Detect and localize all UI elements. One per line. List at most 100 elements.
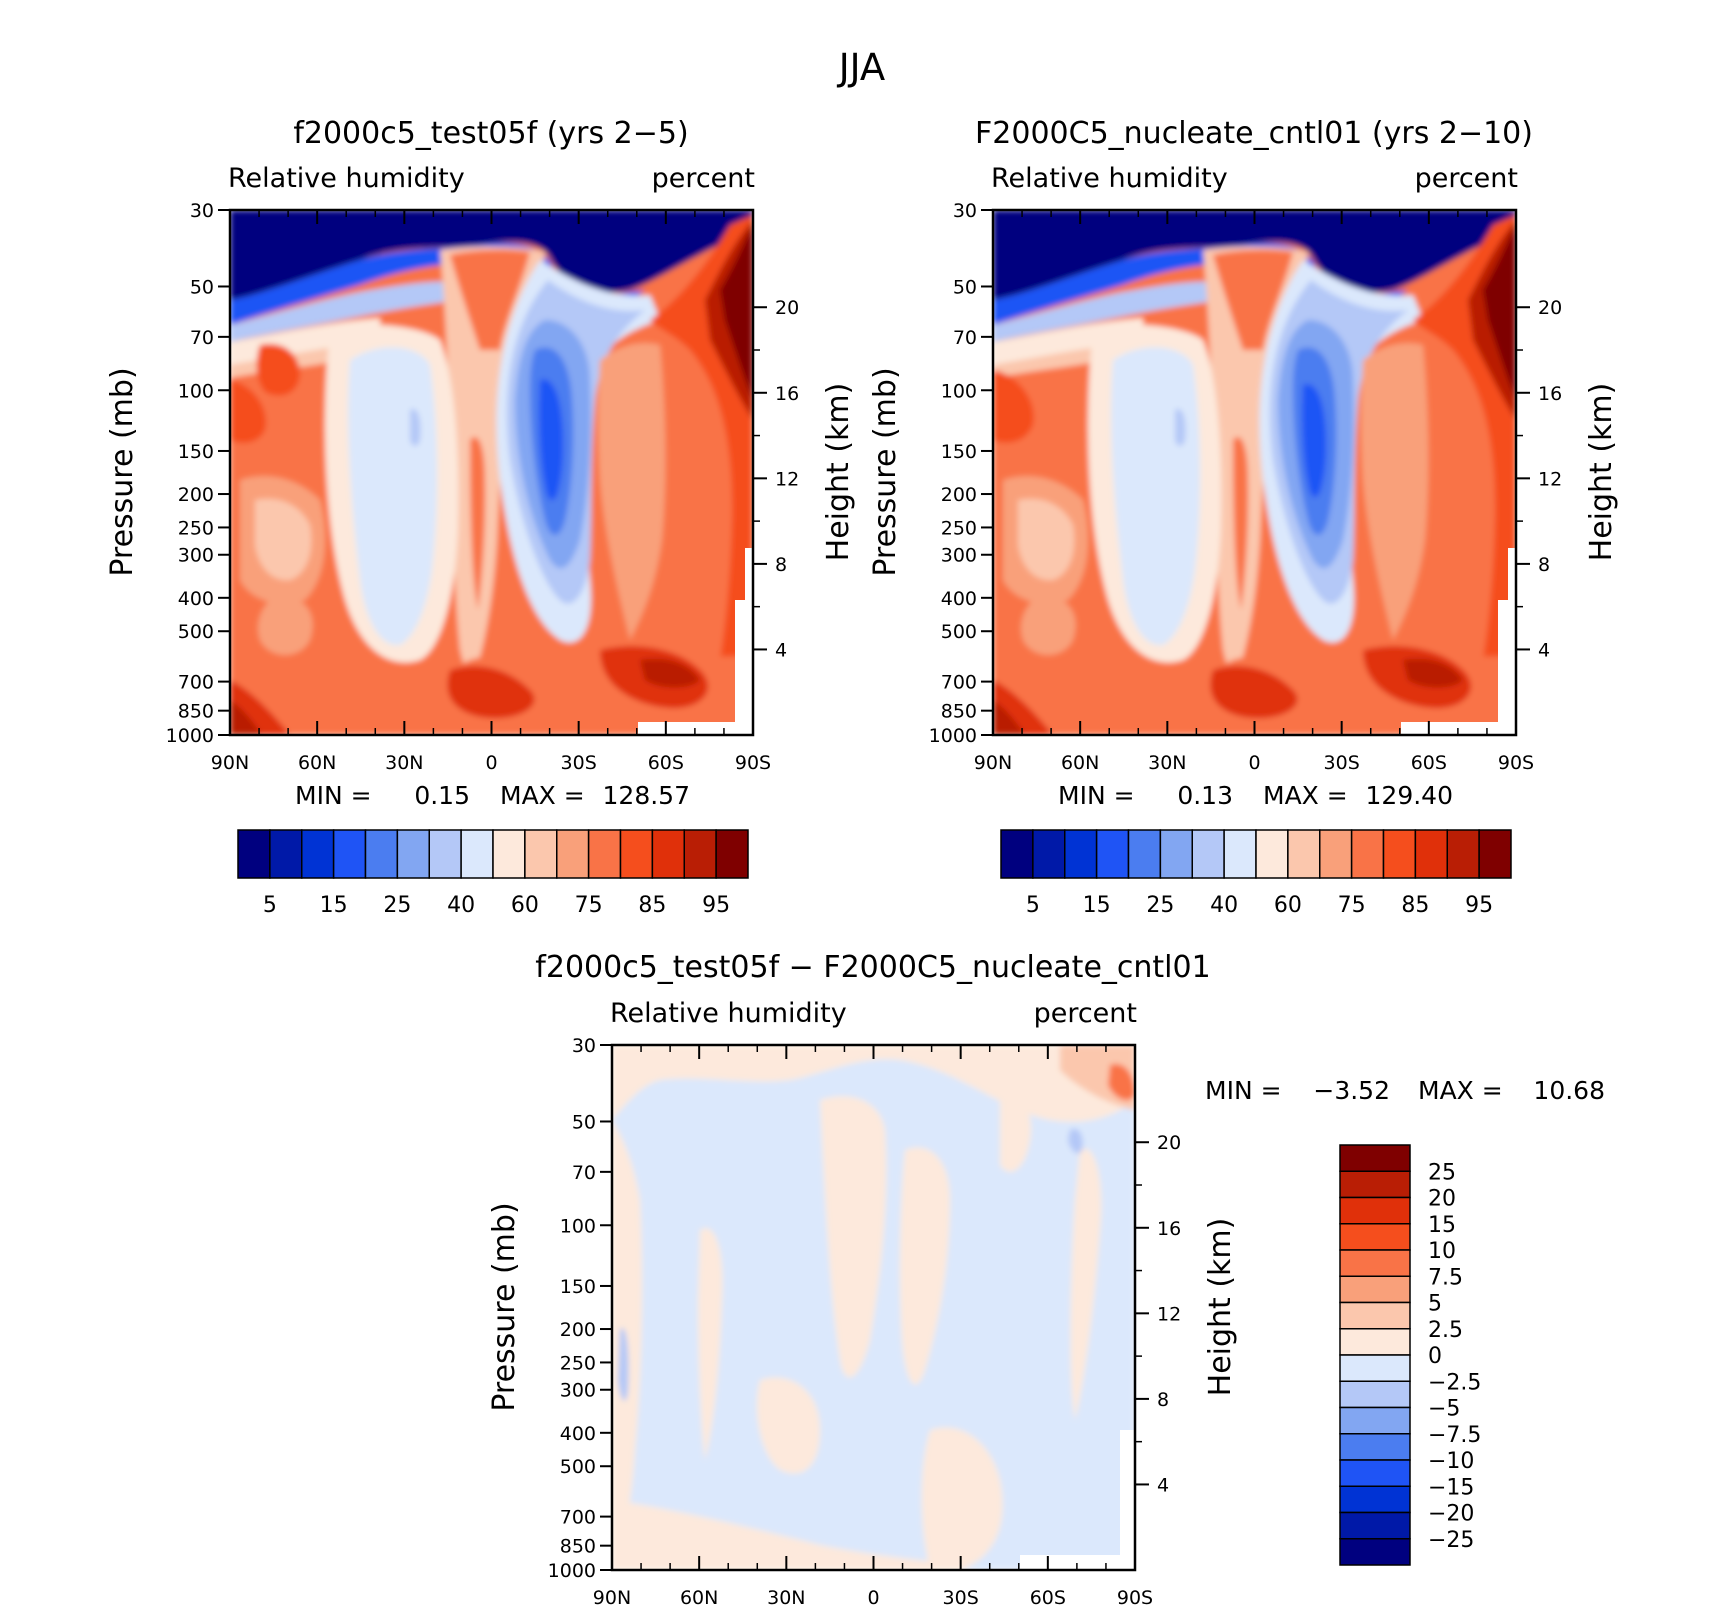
variable-label: Relative humidity [991, 163, 1228, 194]
max-label: MAX = [500, 781, 585, 810]
x-tick-label: 30S [943, 1587, 979, 1606]
colorbar-box [1223, 829, 1257, 879]
colorbar-box [1127, 829, 1162, 879]
y-tick-label: 250 [941, 517, 977, 539]
panel-title: f2000c5_test05f − F2000C5_nucleate_cntl0… [535, 950, 1210, 985]
colorbar-box [1000, 829, 1034, 879]
y-tick-label: 150 [178, 441, 214, 463]
y-tick-label: 300 [941, 545, 977, 567]
x-tick-label: 60S [1030, 1587, 1066, 1606]
variable-label: Relative humidity [228, 163, 465, 194]
colorbar-label: 15 [320, 893, 348, 918]
x-tick-label: 90N [211, 752, 249, 774]
stats: MIN = 0.15 MAX = 128.57 [295, 781, 690, 810]
colorbar-box [1095, 829, 1130, 879]
y-tick-label: 150 [560, 1276, 596, 1298]
x-tick-label: 90S [1498, 752, 1534, 774]
units-label: percent [652, 163, 755, 194]
y2-tick-label: 16 [775, 383, 799, 405]
colorbar-label: 5 [1026, 893, 1040, 918]
colorbar-box [1339, 1433, 1411, 1461]
y-tick-label: 1000 [548, 1560, 596, 1582]
x-tick-label: 60N [680, 1587, 718, 1606]
colorbar-label: −7.5 [1428, 1423, 1481, 1448]
y2-axis: 20 16 12 8 4 [1135, 1132, 1181, 1496]
y2-tick-label: 4 [1157, 1474, 1169, 1496]
y2-axis-label: Height (km) [1584, 383, 1619, 562]
y-tick-label: 500 [178, 621, 214, 643]
figure-title: JJA [837, 46, 886, 89]
panel-title: f2000c5_test05f (yrs 2−5) [293, 116, 688, 151]
min-label: MIN = [1205, 1076, 1282, 1105]
colorbar-box [1414, 829, 1448, 879]
colorbar-label: 20 [1428, 1187, 1456, 1212]
y-tick-label: 400 [560, 1423, 596, 1445]
colorbar-label: 15 [1428, 1213, 1456, 1238]
y-tick-label: 30 [572, 1035, 596, 1057]
panel-test: f2000c5_test05f (yrs 2−5) Relative humid… [105, 116, 856, 918]
colorbar: 5 15 25 40 60 75 85 95 [1000, 829, 1512, 918]
colorbar: 5 15 25 40 60 75 85 95 [237, 829, 749, 918]
x-tick-label: 0 [867, 1587, 879, 1606]
colorbar-box [556, 829, 590, 879]
x-tick-label: 30S [561, 752, 597, 774]
colorbar-label: 25 [383, 893, 411, 918]
colorbar-box [1339, 1170, 1411, 1199]
colorbar-box [1339, 1354, 1411, 1382]
colorbar-box [1339, 1301, 1411, 1330]
y2-tick-label: 4 [1538, 639, 1550, 661]
y2-tick-label: 16 [1538, 383, 1562, 405]
min-value: −3.52 [1313, 1076, 1390, 1105]
x-tick-label: 30N [1148, 752, 1186, 774]
colorbar-label: 60 [511, 893, 539, 918]
colorbar-box [1339, 1459, 1411, 1487]
y2-axis-label: Height (km) [821, 383, 856, 562]
y2-tick-label: 20 [775, 297, 799, 319]
panel-title: F2000C5_nucleate_cntl01 (yrs 2−10) [975, 116, 1533, 151]
contour-field [612, 1045, 1135, 1570]
colorbar-label: 25 [1428, 1160, 1456, 1185]
y2-tick-label: 4 [775, 639, 787, 661]
stats: MIN = 0.13 MAX = 129.40 [1058, 781, 1453, 810]
colorbar-box [1032, 829, 1066, 879]
x-tick-label: 60N [298, 752, 336, 774]
colorbar-box [651, 829, 685, 879]
y-tick-label: 850 [941, 701, 977, 723]
x-tick-label: 60S [1411, 752, 1447, 774]
y-tick-label: 100 [560, 1215, 596, 1237]
colorbar-label: 25 [1146, 893, 1174, 918]
colorbar-label: 75 [1338, 893, 1366, 918]
y2-tick-label: 8 [1157, 1389, 1169, 1411]
y2-axis: 20 16 12 8 4 [753, 297, 799, 661]
colorbar-box [1159, 829, 1193, 879]
y-tick-label: 200 [941, 484, 977, 506]
colorbar-label: 85 [638, 893, 666, 918]
max-value: 10.68 [1533, 1076, 1605, 1105]
contour-field [993, 210, 1516, 735]
colorbar-label: 7.5 [1428, 1265, 1463, 1290]
colorbar-label: 40 [1210, 893, 1238, 918]
max-label: MAX = [1418, 1076, 1503, 1105]
min-label: MIN = [1058, 781, 1135, 810]
y-tick-label: 70 [190, 327, 214, 349]
y-tick-label: 400 [178, 588, 214, 610]
colorbar-box [1339, 1223, 1411, 1251]
y-tick-label: 50 [190, 276, 214, 298]
x-axis: 90N 60N 30N 0 30S 60S 90S [593, 1045, 1153, 1606]
colorbar-box [1339, 1538, 1411, 1566]
x-axis: 90N 60N 30N 0 30S 60S 90S [211, 210, 771, 774]
colorbar-label: −15 [1428, 1475, 1474, 1500]
colorbar-label: 10 [1428, 1239, 1456, 1264]
colorbar-label: −2.5 [1428, 1370, 1481, 1395]
colorbar-label: −20 [1428, 1502, 1474, 1527]
colorbar-box [1339, 1196, 1411, 1225]
colorbar-box [1446, 829, 1480, 879]
x-tick-label: 90N [593, 1587, 631, 1606]
colorbar-box [460, 829, 494, 879]
colorbar-box [1339, 1144, 1411, 1172]
y-tick-label: 700 [560, 1507, 596, 1529]
y-tick-label: 250 [560, 1352, 596, 1374]
max-value: 129.40 [1366, 781, 1453, 810]
colorbar-label: −10 [1428, 1449, 1474, 1474]
